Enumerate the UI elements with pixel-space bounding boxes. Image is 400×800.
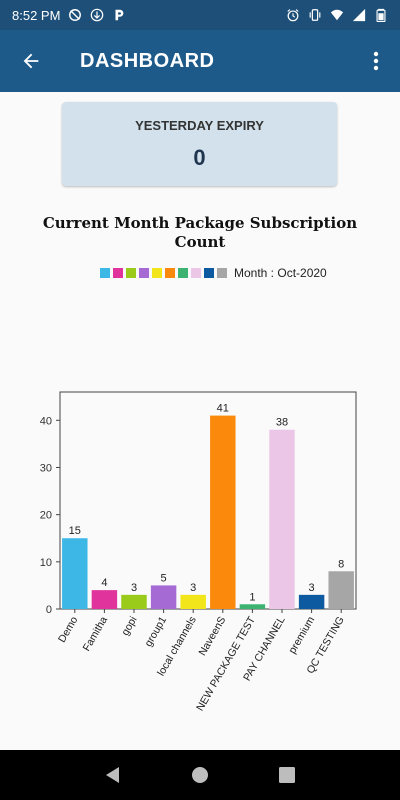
legend-swatch	[165, 268, 175, 278]
download-icon	[91, 8, 104, 22]
home-circle-icon	[191, 767, 208, 783]
navigation-bar	[0, 750, 400, 800]
y-tick-label: 0	[46, 604, 52, 616]
x-tick-label: group1	[142, 614, 169, 648]
y-tick-label: 30	[40, 462, 52, 474]
chart-title: Current Month Package Subscription Count	[42, 214, 358, 251]
bar-value-label: 4	[101, 577, 107, 589]
more-vert-icon	[373, 51, 379, 71]
chart-legend: Month : Oct-2020	[100, 266, 327, 280]
legend-swatch	[126, 268, 136, 278]
x-tick-label: gopi	[119, 615, 139, 638]
bar-value-label: 3	[309, 582, 315, 594]
x-tick-label: NaveenS	[196, 615, 228, 658]
alarm-icon	[287, 9, 299, 22]
bar-value-label: 15	[69, 525, 81, 537]
legend-swatch	[204, 268, 214, 278]
sync-off-icon	[69, 9, 82, 21]
nav-back-button[interactable]	[93, 755, 133, 795]
bar	[210, 415, 236, 609]
y-tick-label: 20	[40, 510, 52, 522]
x-tick-label: Demo	[56, 614, 80, 644]
card-value: 0	[193, 145, 206, 170]
bar	[180, 594, 206, 609]
legend-swatch	[217, 268, 227, 278]
bar	[298, 594, 325, 609]
vibrate-icon	[309, 9, 321, 21]
legend-swatch	[113, 268, 123, 278]
bar-chart: 01020304015Demo4Famitha3gopi5group13loca…	[40, 391, 357, 713]
plot-frame	[59, 391, 357, 610]
recents-square-icon	[278, 767, 295, 783]
y-tick-label: 40	[40, 415, 52, 427]
parking-app-icon	[115, 9, 124, 21]
back-button[interactable]	[0, 30, 62, 92]
arrow-back-icon	[23, 53, 39, 69]
nav-home-button[interactable]	[180, 755, 220, 795]
legend-swatch	[152, 268, 162, 278]
nav-recents-button[interactable]	[267, 755, 307, 795]
bar-value-label: 5	[161, 572, 167, 584]
bar	[328, 571, 354, 609]
legend-swatch	[139, 268, 149, 278]
bar	[62, 538, 88, 609]
signal-icon	[352, 8, 366, 22]
x-tick-label: Famitha	[81, 614, 110, 653]
app-bar: DASHBOARD	[0, 30, 400, 92]
status-bar: 8:52 PM	[0, 0, 400, 30]
bar-value-label: 3	[190, 582, 196, 594]
bar-value-label: 3	[131, 582, 137, 594]
card-label: YESTERDAY EXPIRY	[135, 118, 264, 133]
back-triangle-icon	[106, 767, 120, 783]
bar	[121, 594, 147, 609]
x-tick-label: premium	[286, 614, 317, 656]
status-time: 8:52 PM	[12, 7, 61, 23]
bar-value-label: 41	[217, 403, 229, 415]
legend-label: Month : Oct-2020	[234, 266, 327, 280]
legend-swatch	[191, 268, 201, 278]
legend-swatches	[100, 268, 230, 278]
yesterday-expiry-card[interactable]: YESTERDAY EXPIRY 0	[62, 102, 337, 186]
wifi-icon	[330, 9, 344, 21]
bar-value-label: 1	[249, 591, 255, 603]
overflow-menu-button[interactable]	[352, 30, 400, 92]
bar	[150, 585, 177, 609]
bar	[239, 604, 266, 609]
page-title: DASHBOARD	[80, 49, 215, 72]
bar-value-label: 38	[276, 417, 288, 429]
battery-icon	[376, 8, 386, 22]
bar-value-label: 8	[338, 558, 344, 570]
legend-swatch	[100, 268, 110, 278]
bar	[269, 429, 295, 609]
bar	[91, 590, 118, 609]
legend-swatch	[178, 268, 188, 278]
y-tick-label: 10	[40, 557, 52, 569]
